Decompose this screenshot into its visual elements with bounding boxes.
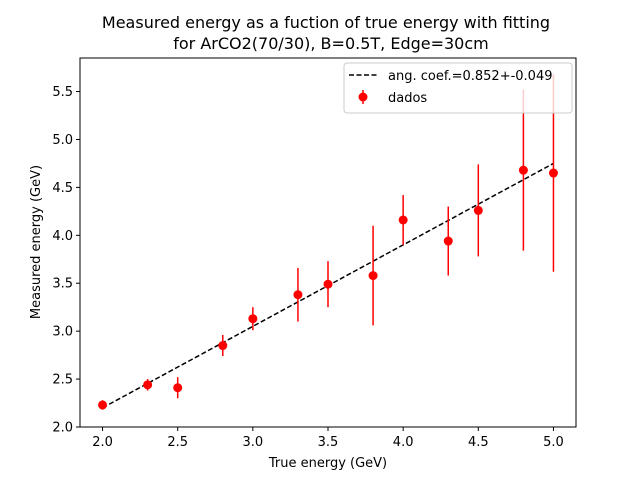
data-point xyxy=(218,341,228,351)
y-tick-label: 3.0 xyxy=(52,325,73,340)
data-marks xyxy=(98,74,558,410)
legend: ang. coef.=0.852+-0.049 dados xyxy=(343,62,573,114)
data-point xyxy=(473,205,483,215)
y-tick-label: 2.0 xyxy=(52,421,73,436)
x-tick-label: 2.0 xyxy=(92,435,113,450)
data-point xyxy=(143,380,153,390)
data-point xyxy=(248,314,258,324)
y-tick-label: 4.5 xyxy=(52,181,73,196)
plot-frame xyxy=(79,57,577,428)
data-point xyxy=(548,168,558,178)
data-point xyxy=(323,279,333,289)
x-tick-label: 3.5 xyxy=(318,435,339,450)
x-tick-label: 4.5 xyxy=(468,435,489,450)
x-tick-label: 2.5 xyxy=(167,435,188,450)
legend-data-label: dados xyxy=(388,91,427,106)
legend-marker-swatch xyxy=(358,92,368,102)
y-tick-label: 5.0 xyxy=(52,133,73,148)
data-point xyxy=(98,400,108,410)
data-point xyxy=(443,236,453,246)
x-tick-label: 3.0 xyxy=(243,435,264,450)
y-tick-label: 4.0 xyxy=(52,229,73,244)
data-point xyxy=(398,215,408,225)
data-point xyxy=(518,165,528,175)
x-tick-label: 4.0 xyxy=(393,435,414,450)
plot-area xyxy=(80,58,576,427)
chart-title-line-2: for ArCO2(70/30), B=0.5T, Edge=30cm xyxy=(173,34,489,53)
y-tick-label: 3.5 xyxy=(52,277,73,292)
legend-fit-label: ang. coef.=0.852+-0.049 xyxy=(388,69,553,84)
axis-ticks: 2.0 2.5 3.0 3.5 4.0 4.5 5.0 2.0 2.5 3.0 3.5 4.0 4.5 5… xyxy=(52,85,563,450)
y-axis-label: Measured energy (GeV) xyxy=(29,165,44,319)
data-point xyxy=(293,290,303,300)
data-point xyxy=(368,271,378,281)
data-point xyxy=(173,383,183,393)
x-axis-label: True energy (GeV) xyxy=(268,456,387,471)
y-tick-label: 5.5 xyxy=(52,85,73,100)
chart-title-line-1: Measured energy as a fuction of true ene… xyxy=(102,13,550,32)
x-tick-label: 5.0 xyxy=(543,435,564,450)
y-tick-label: 2.5 xyxy=(52,373,73,388)
legend-box xyxy=(343,62,573,114)
